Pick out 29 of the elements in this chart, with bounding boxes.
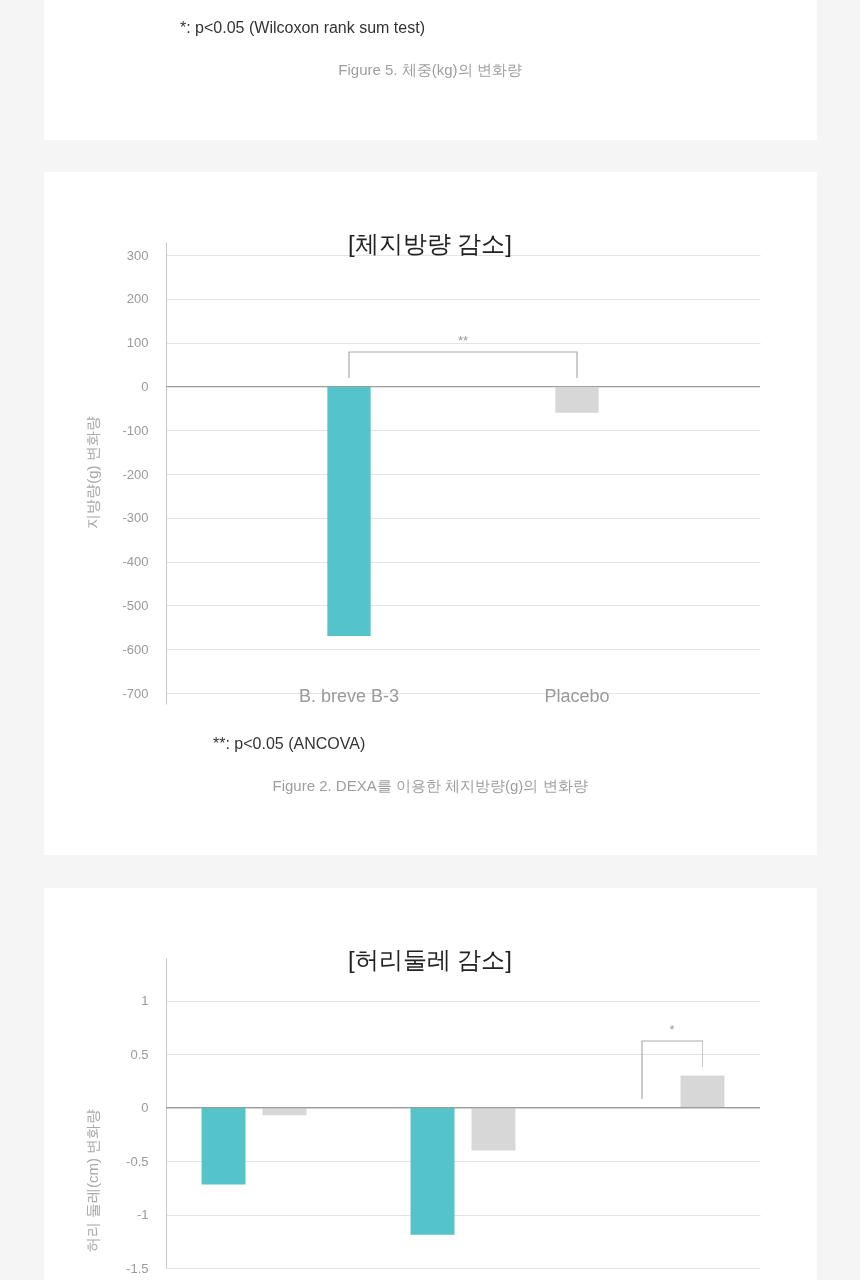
annotation: *: [669, 1021, 675, 1038]
y-tick-label: -300: [122, 510, 149, 526]
chart-title: [허리둘레 감소]: [347, 946, 513, 973]
y-tick-label: -100: [122, 422, 149, 438]
y-tick-label: -700: [122, 685, 149, 701]
y-axis-title: 허리 둘레(cm) 변화량: [83, 1108, 101, 1253]
y-tick-label: -200: [122, 466, 149, 482]
y-tick-label: -1: [136, 1207, 149, 1223]
x-tick-label: Placebo: [544, 685, 610, 706]
y-tick-label: 1: [141, 993, 149, 1009]
y-tick-label: -500: [122, 597, 149, 613]
y-tick-label: -0.5: [126, 1153, 149, 1169]
y-tick-label: 0: [141, 379, 149, 395]
y-tick-label: 0.5: [130, 1046, 149, 1062]
annotation: **: [457, 332, 469, 349]
y-tick-label: 200: [126, 291, 149, 307]
text: **: p<0.05 (ANCOVA): [213, 734, 366, 754]
y-tick-label: 300: [126, 247, 149, 263]
text: *: p<0.05 (Wilcoxon rank sum test): [180, 18, 425, 38]
y-tick-label: -1.5: [126, 1260, 149, 1276]
y-axis-title: 지방량(g) 변화량: [83, 416, 101, 529]
caption: Figure 5. 체중(kg)의 변화량: [338, 61, 522, 79]
y-tick-label: -400: [122, 554, 149, 570]
y-tick-label: -600: [122, 641, 149, 657]
caption: Figure 2. DEXA를 이용한 체지방량(g)의 변화량: [272, 777, 588, 795]
y-tick-label: 100: [126, 335, 149, 351]
x-tick-label: B. breve B-3: [298, 685, 400, 706]
y-tick-label: 0: [141, 1100, 149, 1116]
chart-title: [체지방량 감소]: [347, 230, 513, 257]
